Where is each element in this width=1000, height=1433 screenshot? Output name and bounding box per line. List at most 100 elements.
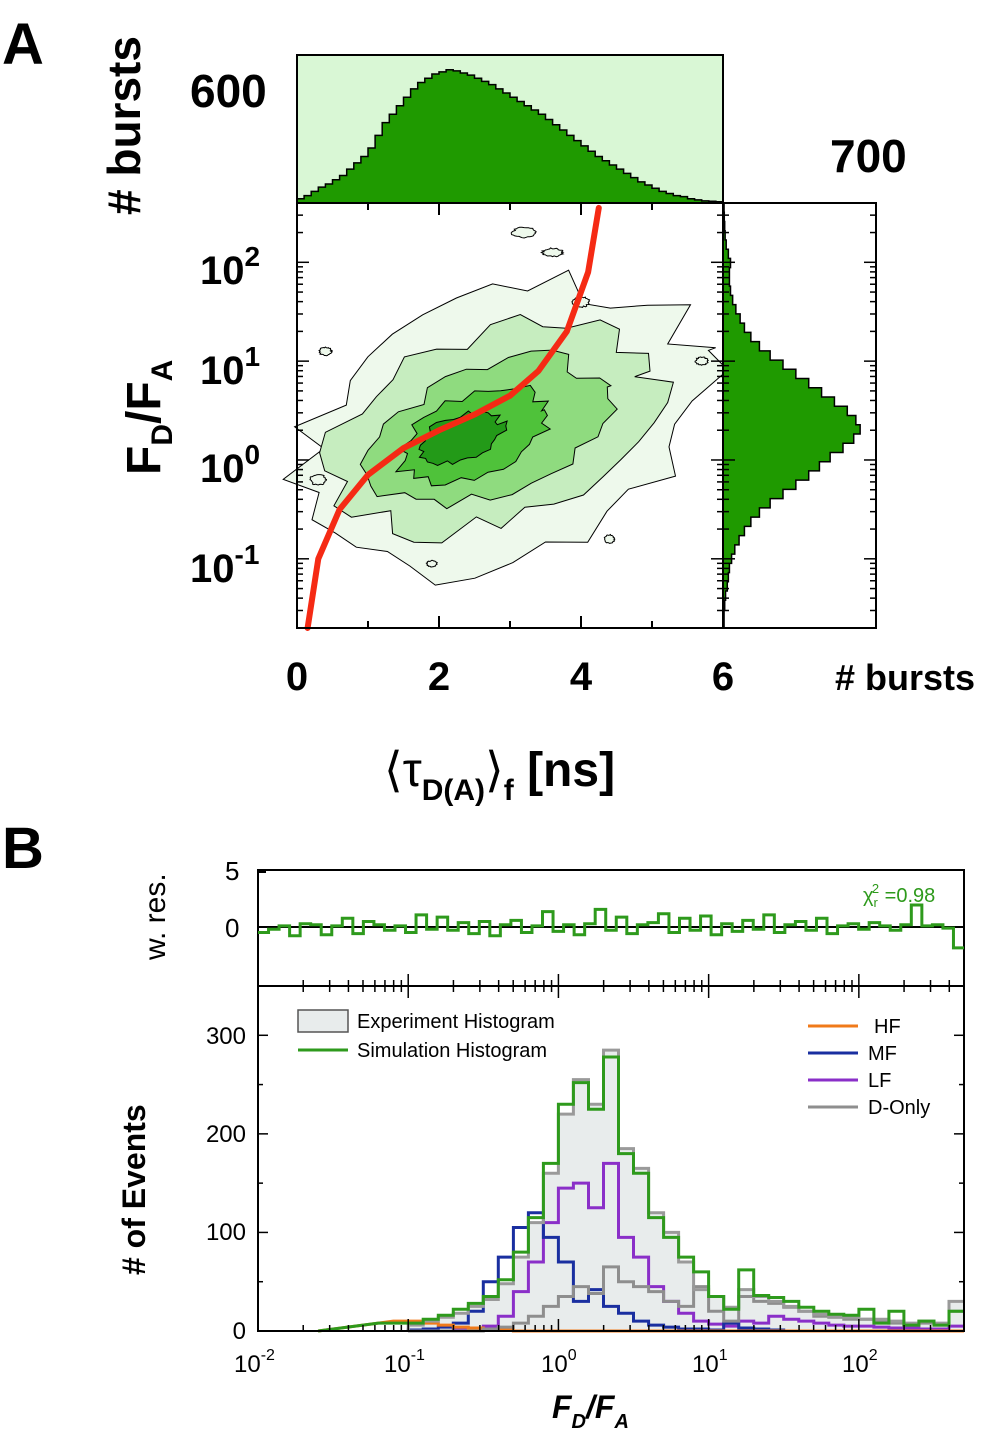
residual-ylabel-text: w. res. (139, 873, 172, 961)
xlabel-bracket-open: ⟨τ (384, 744, 422, 797)
x-tick-base: 10 (384, 1351, 411, 1378)
contour-levels (282, 226, 729, 586)
x-tick-exp: -1 (411, 1347, 425, 1364)
contour-x-tick-labels: 0 2 4 6 (286, 655, 734, 699)
contour-y-tick-labels: 102 101 100 10-1 (190, 241, 260, 591)
hist-ylabel: # of Events (116, 1104, 152, 1275)
chi-sup: 2 (872, 881, 879, 896)
contour-island (309, 474, 328, 486)
top-histogram-max-label: 600 (190, 65, 267, 117)
contour-island (318, 346, 333, 357)
lf-series-line (408, 1161, 964, 1333)
right-histogram: 700 # bursts (722, 130, 975, 698)
y-tick-label-1e2: 102 (200, 241, 260, 293)
svg-text:FD/FA: FD/FA (118, 360, 179, 475)
ylabel-f1: F (118, 446, 171, 475)
hist-x-tick-1e2: 102 (842, 1347, 878, 1378)
legend-experiment-swatch (297, 1009, 349, 1033)
legend-donly-label: D-Only (868, 1097, 930, 1119)
fd-fa-histogram: 0 100 200 300 # of Events 10-2 10-1 100 … (116, 985, 965, 1433)
top-histogram-bars (296, 69, 724, 204)
simulation-histogram-line (317, 1055, 964, 1333)
legend-mf-label: MF (868, 1043, 897, 1065)
x-tick-label-6: 6 (712, 655, 734, 699)
panel-a-label: A (2, 12, 44, 77)
right-histogram-bars-path (722, 202, 861, 629)
x-tick-label-0: 0 (286, 655, 308, 699)
contour-island (540, 247, 565, 258)
xlabel-bracket-close: ⟩ (485, 744, 504, 797)
hist-xlabel: FD/FA (552, 1389, 629, 1433)
legend-lf-label: LF (868, 1070, 891, 1092)
contour-xlabel: ⟨τD(A)⟩f [ns] (384, 744, 615, 807)
x-tick-exp: 2 (869, 1347, 878, 1364)
hist-y-tick-300: 300 (206, 1023, 246, 1050)
legend-simulation-label: Simulation Histogram (357, 1040, 547, 1062)
hist-x-tick-1e0: 100 (541, 1347, 577, 1378)
xlabel-sub-da: D(A) (422, 774, 485, 807)
legend-right: HF MF LF D-Only (808, 1016, 930, 1119)
x-tick-base: 10 (234, 1351, 261, 1378)
svg-text:⟨τD(A)⟩f [ns]: ⟨τD(A)⟩f [ns] (384, 744, 615, 807)
y-tick-base: 10 (190, 547, 235, 591)
ylabel-sub-a: A (146, 360, 179, 382)
y-tick-exp: -1 (235, 539, 260, 570)
residual-line (258, 903, 964, 950)
x-tick-exp: 0 (568, 1347, 577, 1364)
y-tick-label-1e1: 101 (200, 341, 260, 393)
y-tick-exp: 0 (245, 439, 261, 470)
hist-x-tick-1e1: 101 (692, 1347, 728, 1378)
xlabel-sub-f: f (504, 774, 515, 807)
right-histogram-xlabel: # bursts (835, 657, 975, 698)
y-tick-label-1e0: 100 (200, 439, 260, 491)
y-tick-exp: 1 (245, 341, 261, 372)
right-histogram-max-label: 700 (830, 130, 907, 182)
residual-ylabel: w. res. (139, 873, 172, 961)
panel-b-label: B (2, 816, 44, 881)
residual-tick-0: 0 (225, 913, 239, 943)
hist-y-tick-200: 200 (206, 1121, 246, 1148)
ylabel-sub-d: D (146, 424, 179, 446)
top-histogram-ylabel: # bursts (98, 36, 150, 215)
x-tick-exp: 1 (719, 1347, 728, 1364)
contour-island (603, 533, 616, 544)
y-tick-label-1e-1: 10-1 (190, 539, 259, 591)
y-tick-base: 10 (200, 447, 245, 491)
hist-y-tick-0: 0 (233, 1318, 246, 1345)
hist-xlabel-sub-d: D (572, 1411, 586, 1433)
y-tick-exp: 2 (245, 241, 261, 272)
hist-xlabel-sub-a: A (613, 1411, 628, 1433)
ylabel-slash: /F (118, 381, 171, 424)
right-histogram-frame (722, 202, 877, 629)
x-tick-label-4: 4 (570, 655, 593, 699)
fd-fa-histogram-frame (257, 985, 965, 1332)
hist-xlabel-f1: F (552, 1389, 573, 1425)
hist-xlabel-slash: /F (584, 1389, 616, 1425)
hist-x-tick-1e-1: 10-1 (384, 1347, 425, 1378)
x-tick-label-2: 2 (428, 655, 450, 699)
chi-symbol: χ (863, 885, 874, 907)
y-tick-base: 10 (200, 249, 245, 293)
y-tick-base: 10 (200, 349, 245, 393)
x-tick-base: 10 (842, 1351, 869, 1378)
experiment-histogram-fill (408, 1050, 964, 1331)
top-histogram-bars-path (296, 69, 724, 204)
residual-plot: 5 0 w. res. χr2 =0.98 (139, 856, 965, 987)
x-tick-exp: -2 (261, 1347, 275, 1364)
contour-island (694, 356, 710, 366)
top-histogram: 600 # bursts (98, 36, 724, 215)
contour-plot: 102 101 100 10-1 0 2 4 6 FD/FA ⟨τD(A)⟩f … (118, 202, 734, 807)
legend-hf-label: HF (874, 1016, 901, 1038)
chi-sub: r (874, 895, 879, 910)
hist-x-tick-1e-2: 10-2 (234, 1347, 275, 1378)
contour-ylabel: FD/FA (118, 360, 179, 475)
legend-left: Experiment Histogram Simulation Histogra… (297, 1009, 555, 1062)
legend-experiment-label: Experiment Histogram (357, 1011, 555, 1033)
chi-value: =0.98 (879, 885, 935, 907)
residual-tick-5: 5 (225, 856, 239, 886)
right-histogram-bars (722, 202, 861, 629)
static-fret-curve (304, 204, 602, 631)
x-tick-base: 10 (692, 1351, 719, 1378)
contour-island (425, 559, 438, 568)
